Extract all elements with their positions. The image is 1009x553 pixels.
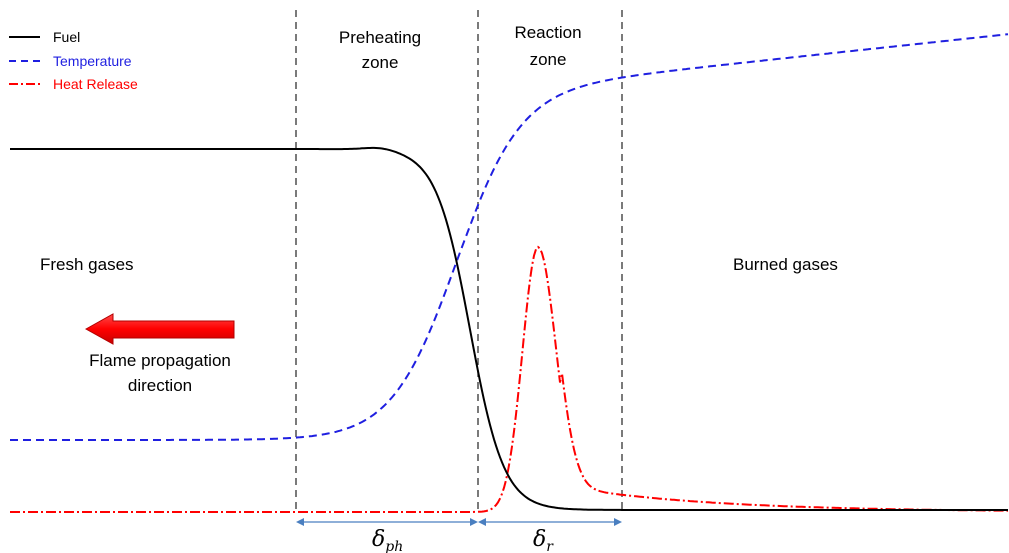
legend: Fuel Temperature Heat Release [9,29,138,92]
flame-propagation-arrow-icon [84,313,235,345]
flame-propagation-label-line1: Flame propagation [89,351,231,370]
reaction-zone-label-line2: zone [530,50,567,69]
fresh-gases-label: Fresh gases [40,255,134,274]
preheat-thickness-label: δph [372,527,403,553]
legend-fuel-label: Fuel [53,29,80,45]
preheating-zone-label-line2: zone [362,53,399,72]
reaction-thickness-indicator [478,518,622,526]
preheat-thickness-indicator [296,518,478,526]
reaction-zone-label-line1: Reaction [514,23,581,42]
burned-gases-label: Burned gases [733,255,838,274]
temperature-curve [10,33,1009,441]
heat-release-curve [10,245,1008,513]
preheating-zone-label-line1: Preheating [339,28,421,47]
legend-temperature-label: Temperature [53,53,132,69]
reaction-thickness-label: δr [533,527,554,553]
legend-heat-release-label: Heat Release [53,76,138,92]
fuel-curve [10,146,1008,511]
flame-propagation-label-line2: direction [128,376,192,395]
